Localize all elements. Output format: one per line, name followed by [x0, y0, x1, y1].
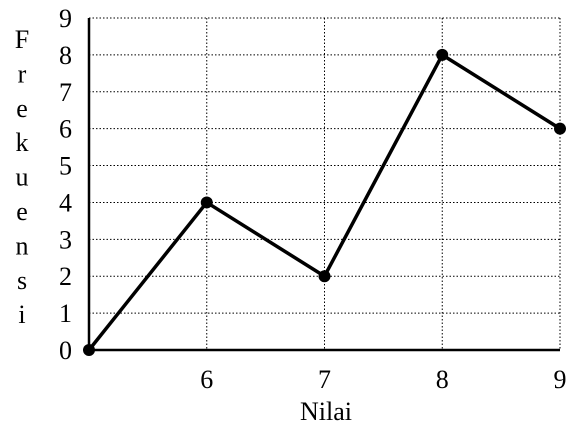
y-axis-title-letter: e [16, 197, 28, 226]
y-axis-title-letter: i [18, 300, 25, 329]
y-tick-label: 3 [59, 225, 72, 254]
data-point [318, 270, 331, 283]
x-tick-labels: 6 7 8 9 [200, 365, 566, 394]
y-tick-label: 4 [59, 188, 72, 217]
y-axis-title-letter: s [17, 266, 27, 295]
y-tick-label: 2 [59, 262, 72, 291]
x-tick-label: 6 [200, 365, 213, 394]
y-tick-label: 7 [59, 78, 72, 107]
grid-lines [89, 17, 561, 350]
y-axis-title-letter: n [16, 231, 29, 260]
y-axis-title-letter: u [16, 163, 29, 192]
y-axis-title-letter: F [15, 25, 29, 54]
x-tick-label: 7 [318, 365, 331, 394]
y-axis-title-letter: r [18, 59, 27, 88]
y-tick-label: 0 [59, 336, 72, 365]
axes [87, 18, 560, 352]
x-tick-label: 9 [554, 365, 567, 394]
data-point [554, 122, 566, 135]
y-tick-label: 9 [59, 4, 72, 33]
x-tick-label: 8 [436, 365, 449, 394]
data-point [436, 48, 449, 61]
data-point [200, 196, 213, 209]
series-group [83, 48, 566, 356]
y-axis-title-letter: e [16, 94, 28, 123]
y-tick-label: 6 [59, 115, 72, 144]
y-tick-label: 1 [59, 299, 72, 328]
y-tick-label: 8 [59, 41, 72, 70]
y-axis-title-letter: k [16, 128, 29, 157]
data-point [83, 344, 95, 356]
y-tick-label: 5 [59, 152, 72, 181]
y-tick-labels: 0 1 2 3 4 5 6 7 8 9 [59, 4, 72, 365]
x-axis-title: Nilai [300, 397, 352, 426]
